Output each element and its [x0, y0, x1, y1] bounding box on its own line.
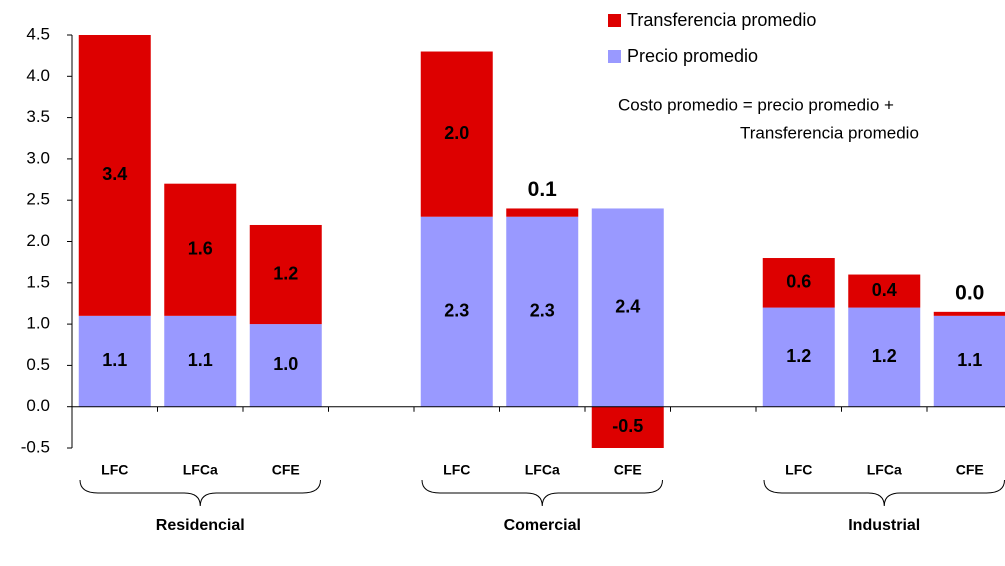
annotation: Transferencia promedio	[740, 123, 919, 142]
group-label: Comercial	[504, 517, 581, 534]
bar-segment	[933, 311, 1005, 316]
y-tick-label: 3.0	[26, 148, 50, 167]
y-tick-label: 1.5	[26, 272, 50, 291]
bar-segment	[591, 208, 664, 407]
bar-segment	[848, 274, 921, 308]
x-tick-label: LFC	[101, 462, 128, 478]
x-tick-label: LFC	[785, 462, 812, 478]
legend-swatch	[608, 50, 621, 63]
bar-segment	[591, 406, 664, 448]
data-label: 0.1	[528, 178, 558, 201]
group-brace	[79, 479, 321, 507]
data-label: 0.0	[955, 281, 984, 304]
y-tick-label: 4.5	[26, 24, 50, 43]
data-label: 2.3	[530, 300, 555, 320]
data-label: 1.0	[273, 354, 298, 374]
x-tick-label: LFCa	[867, 462, 902, 478]
y-tick-label: 0.0	[26, 396, 50, 415]
data-label: 2.3	[444, 300, 469, 320]
y-tick-label: 4.0	[26, 66, 50, 85]
annotation: Costo promedio = precio promedio +	[618, 95, 894, 114]
data-label: 1.2	[786, 346, 811, 366]
data-label: -0.5	[612, 416, 643, 436]
legend-label: Precio promedio	[627, 46, 758, 66]
x-tick-label: LFC	[443, 462, 470, 478]
data-label: 1.2	[872, 346, 897, 366]
bar-segment	[506, 216, 579, 407]
data-label: 1.2	[273, 263, 298, 283]
y-tick-label: 3.5	[26, 107, 50, 126]
x-tick-label: LFCa	[183, 462, 218, 478]
data-label: 1.1	[102, 350, 127, 370]
y-tick-label: 2.0	[26, 231, 50, 250]
bar-segment	[762, 258, 835, 308]
bar-segment	[506, 208, 579, 217]
data-label: 2.0	[444, 123, 469, 143]
y-tick-label: 1.0	[26, 314, 50, 333]
bar-segment	[249, 224, 322, 325]
y-tick-label: 2.5	[26, 190, 50, 209]
x-tick-label: LFCa	[525, 462, 560, 478]
data-label: 1.1	[188, 350, 213, 370]
data-label: 1.6	[188, 239, 213, 259]
bar-segment	[78, 315, 151, 407]
data-label: 0.4	[872, 280, 897, 300]
x-tick-label: CFE	[956, 462, 984, 478]
y-tick-label: 0.5	[26, 355, 50, 374]
bar-segment	[420, 51, 493, 217]
bar-segment	[78, 35, 151, 316]
bar-segment	[762, 307, 835, 407]
group-label: Residencial	[156, 517, 245, 534]
bar-segment	[164, 183, 237, 316]
y-tick-label: -0.5	[21, 437, 50, 456]
x-tick-label: CFE	[614, 462, 642, 478]
group-label: Industrial	[848, 517, 920, 534]
group-brace	[421, 479, 663, 507]
bar-segment	[933, 315, 1005, 407]
data-label: 1.1	[957, 350, 982, 370]
data-label: 0.6	[786, 272, 811, 292]
data-label: 2.4	[615, 296, 640, 316]
bar-segment	[848, 307, 921, 407]
x-tick-label: CFE	[272, 462, 300, 478]
data-label: 3.4	[102, 164, 127, 184]
bar-segment	[249, 324, 322, 407]
legend-swatch	[608, 14, 621, 27]
legend-label: Transferencia promedio	[627, 10, 816, 30]
bar-segment	[164, 315, 237, 407]
group-brace	[763, 479, 1005, 507]
bar-segment	[420, 216, 493, 407]
